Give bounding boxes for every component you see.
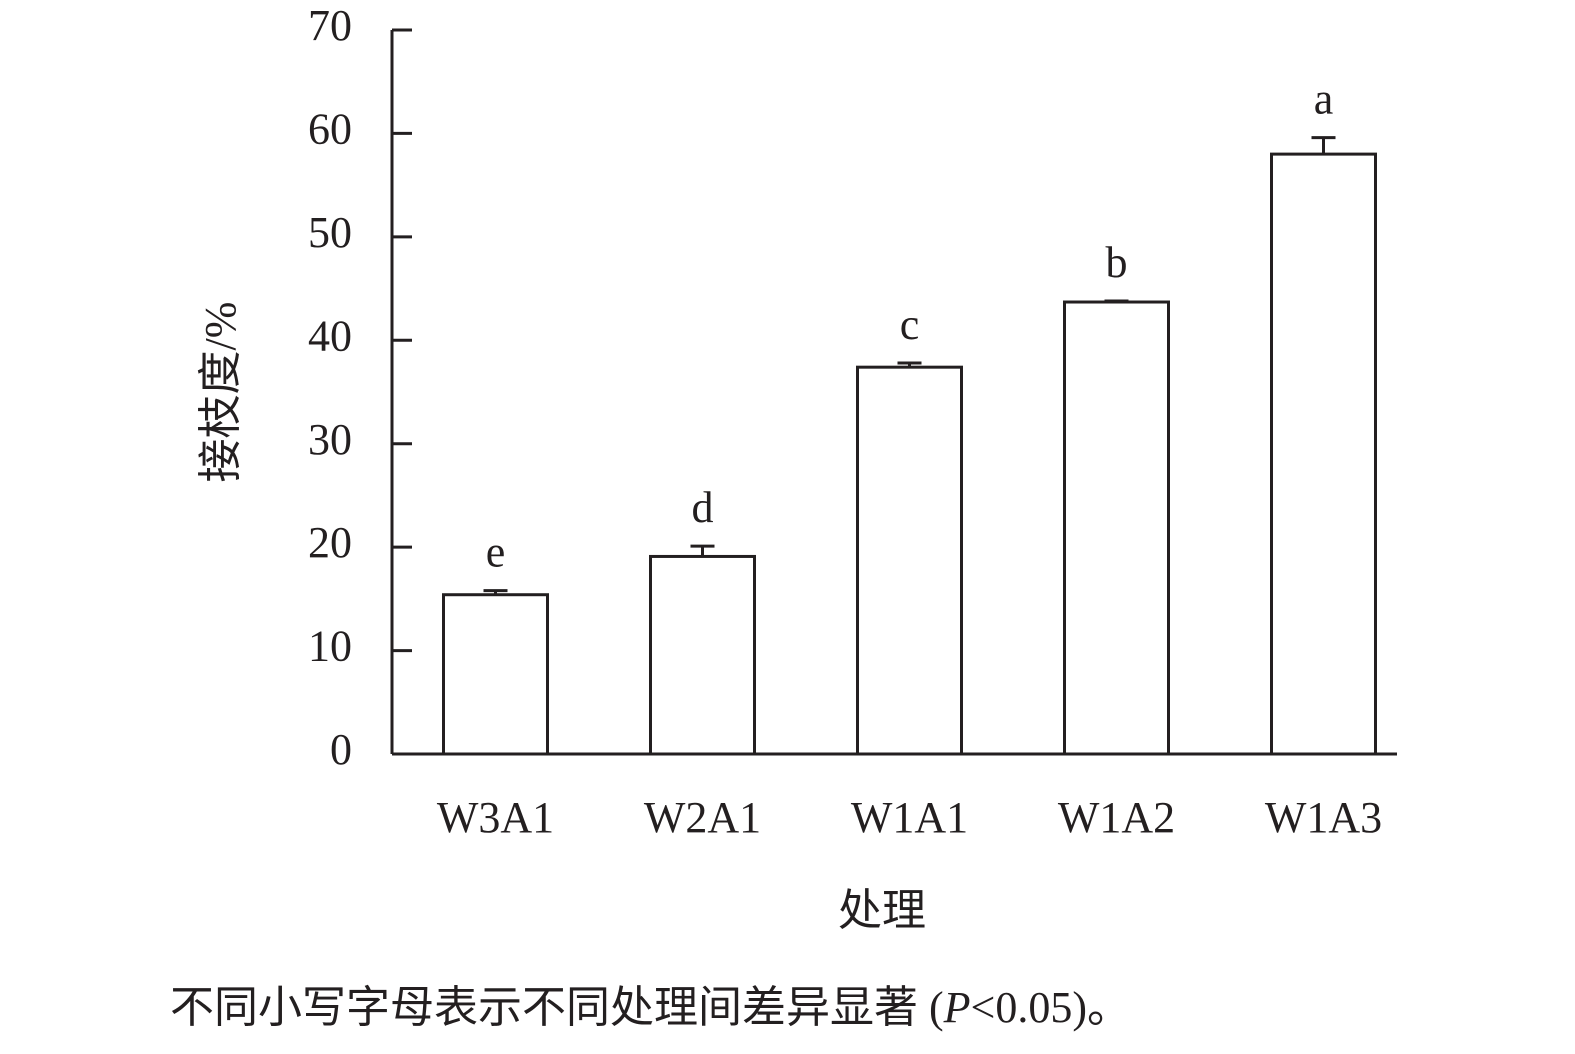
y-tick-label: 50 bbox=[308, 208, 352, 257]
y-tick-label: 10 bbox=[308, 622, 352, 671]
significance-letter: e bbox=[486, 528, 506, 577]
bar bbox=[1270, 152, 1377, 756]
significance-letter: d bbox=[692, 483, 714, 532]
x-axis-label: 处理 bbox=[838, 886, 926, 935]
error-bar bbox=[1104, 299, 1129, 303]
y-tick-label: 0 bbox=[330, 725, 352, 774]
x-tick-label: W2A1 bbox=[644, 793, 761, 842]
bar bbox=[856, 365, 963, 756]
error-bar bbox=[897, 361, 922, 368]
y-axis-label: 接枝度/% bbox=[196, 302, 245, 483]
y-tick-label: 60 bbox=[308, 105, 352, 154]
y-tick-label: 20 bbox=[308, 518, 352, 567]
significance-letter: a bbox=[1314, 75, 1334, 124]
error-bar bbox=[483, 589, 508, 595]
y-tick-label: 70 bbox=[308, 1, 352, 50]
caption-text: P bbox=[943, 983, 971, 1032]
bar bbox=[1063, 300, 1170, 756]
y-tick-label: 40 bbox=[308, 311, 352, 360]
significance-letter: b bbox=[1106, 238, 1128, 287]
significance-letter: c bbox=[900, 300, 920, 349]
error-bar bbox=[690, 544, 715, 557]
bar bbox=[649, 554, 756, 756]
x-tick-label: W1A2 bbox=[1058, 793, 1175, 842]
caption-text: <0.05)。 bbox=[971, 983, 1131, 1032]
x-tick-label: W1A1 bbox=[851, 793, 968, 842]
bar bbox=[442, 593, 549, 756]
y-tick-label: 30 bbox=[308, 415, 352, 464]
caption: 不同小写字母表示不同处理间差异显著 (P<0.05)。 bbox=[170, 983, 1131, 1032]
x-tick-label: W3A1 bbox=[437, 793, 554, 842]
error-bar bbox=[1311, 136, 1336, 155]
x-tick-label: W1A3 bbox=[1265, 793, 1382, 842]
caption-text: 不同小写字母表示不同处理间差异显著 ( bbox=[170, 983, 944, 1032]
